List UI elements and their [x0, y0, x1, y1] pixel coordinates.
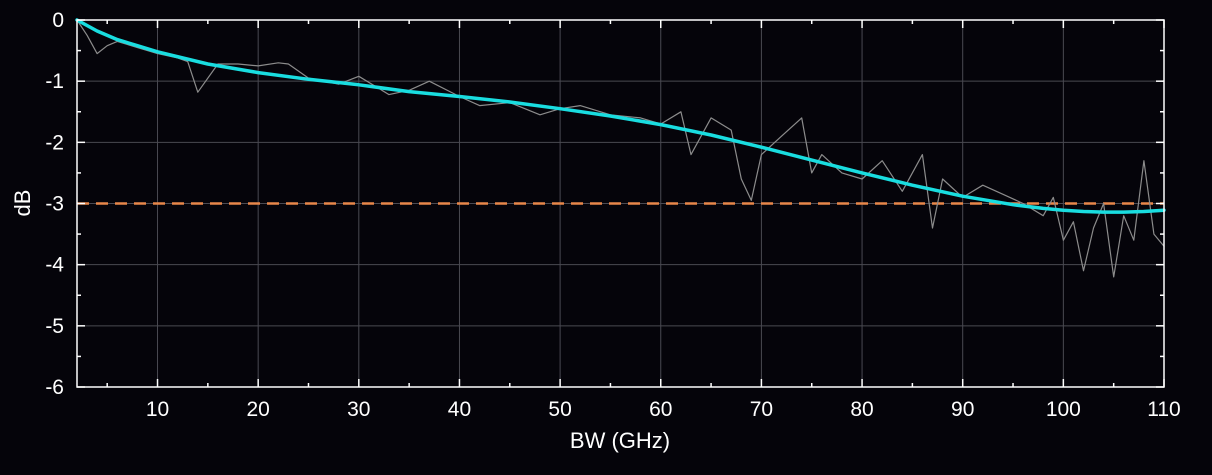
x-tick-label: 80 [850, 398, 873, 421]
x-tick-label: 90 [951, 398, 974, 421]
y-tick-label: -4 [45, 254, 64, 277]
x-tick-label: 100 [1046, 398, 1081, 421]
y-tick-label: -6 [45, 376, 64, 399]
x-tick-label: 70 [750, 398, 773, 421]
axes [76, 19, 1165, 388]
x-tick-label: 40 [448, 398, 471, 421]
y-tick-label: -1 [45, 70, 64, 93]
x-tick-label: 10 [146, 398, 169, 421]
series-layer [75, 18, 1166, 278]
fit-curve [75, 18, 1166, 214]
y-tick-label: 0 [52, 9, 64, 32]
x-tick-label: 20 [246, 398, 269, 421]
y-tick-label: -5 [45, 315, 64, 338]
y-tick-label: -2 [45, 131, 64, 154]
measured-trace [76, 19, 1165, 278]
x-tick-label: 30 [347, 398, 370, 421]
x-tick-label: 50 [548, 398, 571, 421]
x-axis-label: BW (GHz) [570, 428, 670, 453]
y-tick-label: -3 [45, 193, 64, 216]
x-tick-label: 60 [649, 398, 672, 421]
tick-labels: 10 20 30 40 50 60 70 80 90 100 110 0 -1 -2 -3 -4 -5 -6 [45, 9, 1180, 421]
x-tick-label: 110 [1147, 398, 1180, 421]
y-axis-label: dB [10, 190, 35, 217]
